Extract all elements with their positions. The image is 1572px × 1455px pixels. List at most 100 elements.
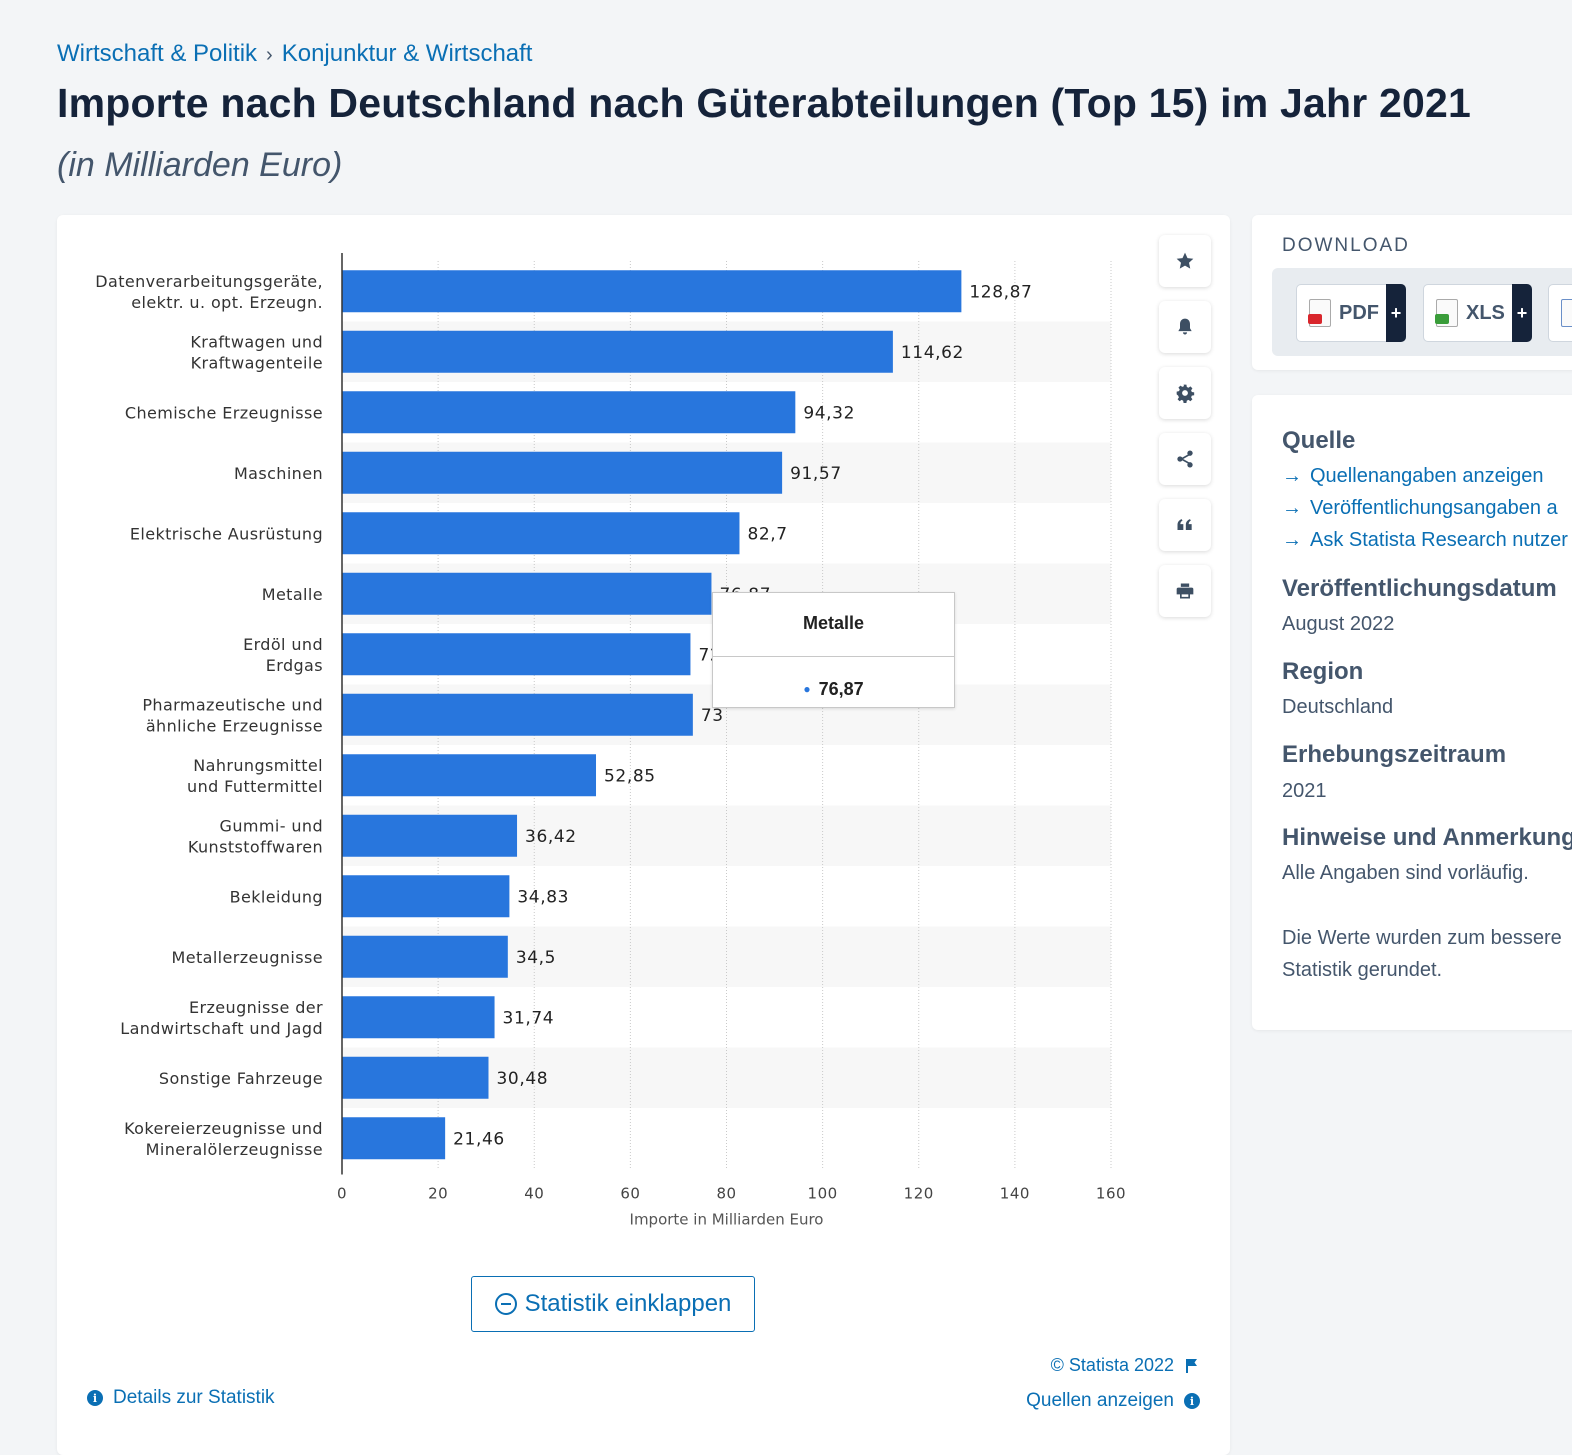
share-icon xyxy=(1177,450,1193,468)
quote-icon xyxy=(1177,519,1192,530)
category-label: elektr. u. opt. Erzeugn. xyxy=(131,293,323,312)
download-image-button[interactable] xyxy=(1548,284,1572,342)
bar xyxy=(342,572,712,615)
category-label: Landwirtschaft und Jagd xyxy=(120,1019,323,1038)
bar-value-label: 34,5 xyxy=(516,948,556,968)
download-pdf-button[interactable]: PDF + xyxy=(1296,284,1406,342)
bar-value-label: 128,87 xyxy=(969,282,1032,302)
category-label: Mineralölerzeugnisse xyxy=(146,1140,323,1159)
favorite-button[interactable] xyxy=(1159,235,1211,287)
category-label: Maschinen xyxy=(234,464,323,483)
page-title: Importe nach Deutschland nach Güterabtei… xyxy=(57,80,1471,126)
download-panel: DOWNLOAD PDF + XLS + xyxy=(1252,215,1572,370)
bar-value-label: 34,83 xyxy=(517,887,569,907)
x-tick-label: 20 xyxy=(428,1185,448,1203)
bar-value-label: 73 xyxy=(701,706,724,726)
notification-button[interactable] xyxy=(1159,301,1211,353)
bar-value-label: 94,32 xyxy=(803,403,855,423)
copyright-text: © Statista 2022 xyxy=(1050,1355,1174,1375)
arrow-right-icon: → xyxy=(1282,529,1302,551)
pdf-file-mark xyxy=(1308,314,1322,324)
bar xyxy=(342,875,510,918)
breadcrumb: Wirtschaft & Politik › Konjunktur & Wirtsc… xyxy=(57,40,532,68)
info-icon: i xyxy=(1184,1393,1200,1409)
statistic-info-panel: Quelle → Quellenangaben anzeigen → Veröffe… xyxy=(1252,395,1572,1030)
settings-button[interactable] xyxy=(1159,367,1211,419)
statistic-details-link[interactable]: i Details zur Statistik xyxy=(87,1387,275,1409)
category-label: Kraftwagen und xyxy=(190,332,323,351)
minus-circle-icon xyxy=(494,1293,517,1315)
category-label: und Futtermittel xyxy=(187,777,323,796)
category-label: Kraftwagenteile xyxy=(191,353,323,372)
statistic-details-label: Details zur Statistik xyxy=(113,1387,275,1408)
source-link-research-label: Ask Statista Research nutzer xyxy=(1310,529,1568,551)
download-title: DOWNLOAD xyxy=(1282,235,1410,256)
region-value: Deutschland xyxy=(1282,696,1394,718)
bar xyxy=(342,391,796,434)
bar xyxy=(342,754,597,797)
source-link-research[interactable]: → Ask Statista Research nutzer xyxy=(1282,529,1568,552)
source-link-publication[interactable]: → Veröffentlichungsangaben a xyxy=(1282,497,1558,520)
bar-value-label: 21,46 xyxy=(453,1129,505,1149)
region-heading: Region xyxy=(1282,658,1364,685)
category-label: Kokereierzeugnisse und xyxy=(124,1119,323,1138)
x-tick-label: 80 xyxy=(716,1185,736,1203)
category-label: Bekleidung xyxy=(230,887,323,906)
period-value: 2021 xyxy=(1282,780,1327,802)
breadcrumb-link-wirtschaft-politik[interactable]: Wirtschaft & Politik xyxy=(57,40,258,67)
bar xyxy=(342,451,783,494)
plus-icon: + xyxy=(1386,284,1406,342)
bar xyxy=(342,1056,489,1099)
show-sources-link[interactable]: Quellen anzeigen i xyxy=(1026,1390,1200,1412)
chart-card: 128,87 Datenverarbeitungsgeräte, elektr. u… xyxy=(57,215,1230,1455)
bar xyxy=(342,633,691,676)
bar-value-label: 91,57 xyxy=(790,464,842,484)
bar-value-label: 36,42 xyxy=(525,827,577,847)
breadcrumb-link-konjunktur[interactable]: Konjunktur & Wirtschaft xyxy=(281,40,533,67)
flag-icon xyxy=(1186,1358,1197,1373)
star-icon xyxy=(1176,252,1194,269)
bar xyxy=(342,814,518,857)
print-button[interactable] xyxy=(1159,565,1211,617)
bar-value-label: 31,74 xyxy=(503,1008,555,1028)
bar xyxy=(342,512,740,555)
x-tick-label: 60 xyxy=(620,1185,640,1203)
info-icon: i xyxy=(87,1390,103,1406)
source-link-details[interactable]: → Quellenangaben anzeigen xyxy=(1282,465,1544,488)
bar xyxy=(342,996,495,1039)
download-buttons: PDF + XLS + xyxy=(1272,268,1572,356)
x-axis-title: Importe in Milliarden Euro xyxy=(630,1211,824,1229)
download-xls-label: XLS xyxy=(1466,301,1505,324)
image-file-icon xyxy=(1561,299,1572,327)
x-tick-label: 160 xyxy=(1096,1185,1126,1203)
print-icon xyxy=(1176,583,1194,599)
x-tick-label: 40 xyxy=(524,1185,544,1203)
copyright-link[interactable]: © Statista 2022 xyxy=(1051,1355,1198,1376)
bar xyxy=(342,330,893,373)
notes-rounding-text-2: Statistik gerundet. xyxy=(1282,959,1443,981)
published-value: August 2022 xyxy=(1282,613,1395,635)
collapse-statistic-button[interactable]: Statistik einklappen xyxy=(471,1276,755,1332)
category-label: Nahrungsmittel xyxy=(193,756,323,775)
tooltip-value: 76,87 xyxy=(818,679,864,699)
bar xyxy=(342,1117,446,1160)
page-subtitle: (in Milliarden Euro) xyxy=(57,146,343,184)
arrow-right-icon: → xyxy=(1282,465,1302,487)
plus-icon: + xyxy=(1512,284,1532,342)
source-heading: Quelle xyxy=(1282,427,1356,454)
bar xyxy=(342,935,508,978)
download-xls-button[interactable]: XLS + xyxy=(1423,284,1532,342)
category-label: Datenverarbeitungsgeräte, xyxy=(95,272,323,291)
category-label: Gummi- und xyxy=(220,816,323,835)
bell-icon xyxy=(1178,318,1192,335)
cite-button[interactable] xyxy=(1159,499,1211,551)
xls-file-icon xyxy=(1435,299,1458,327)
x-tick-label: 100 xyxy=(808,1185,838,1203)
notes-text: Alle Angaben sind vorläufig. xyxy=(1282,862,1529,884)
x-tick-label: 120 xyxy=(904,1185,934,1203)
category-label: Sonstige Fahrzeuge xyxy=(159,1069,323,1088)
share-button[interactable] xyxy=(1159,433,1211,485)
gear-icon xyxy=(1176,384,1195,403)
published-heading: Veröffentlichungsdatum xyxy=(1282,575,1557,602)
period-heading: Erhebungszeitraum xyxy=(1282,741,1507,768)
